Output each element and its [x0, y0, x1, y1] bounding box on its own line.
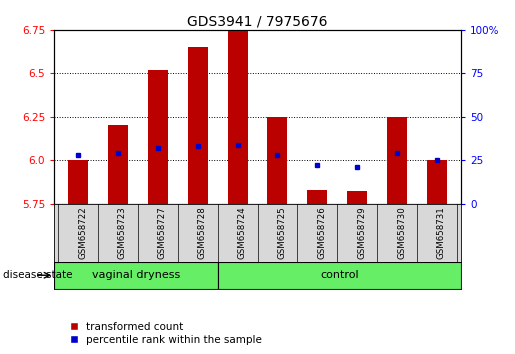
- Text: GSM658723: GSM658723: [118, 206, 127, 259]
- Bar: [148, 70, 168, 204]
- Text: GSM658722: GSM658722: [78, 206, 87, 259]
- Bar: [307, 190, 328, 204]
- Text: GSM658726: GSM658726: [317, 206, 327, 259]
- Text: vaginal dryness: vaginal dryness: [92, 270, 180, 280]
- Text: GSM658724: GSM658724: [237, 206, 247, 259]
- Bar: [267, 117, 287, 204]
- Legend: transformed count, percentile rank within the sample: transformed count, percentile rank withi…: [70, 322, 262, 345]
- Text: GSM658729: GSM658729: [357, 206, 366, 258]
- Bar: [228, 30, 248, 204]
- Text: GSM658725: GSM658725: [278, 206, 286, 259]
- Bar: [347, 192, 367, 204]
- Bar: [427, 160, 447, 204]
- Title: GDS3941 / 7975676: GDS3941 / 7975676: [187, 15, 328, 29]
- Text: control: control: [320, 270, 358, 280]
- Bar: [187, 47, 208, 204]
- Bar: [68, 160, 88, 204]
- Text: GSM658728: GSM658728: [198, 206, 207, 259]
- Bar: [54, 262, 218, 289]
- Text: GSM658731: GSM658731: [437, 206, 446, 259]
- Bar: [218, 262, 461, 289]
- Text: GSM658730: GSM658730: [397, 206, 406, 259]
- Bar: [387, 117, 407, 204]
- Bar: [108, 125, 128, 204]
- Text: disease state: disease state: [3, 270, 72, 280]
- Text: GSM658727: GSM658727: [158, 206, 167, 259]
